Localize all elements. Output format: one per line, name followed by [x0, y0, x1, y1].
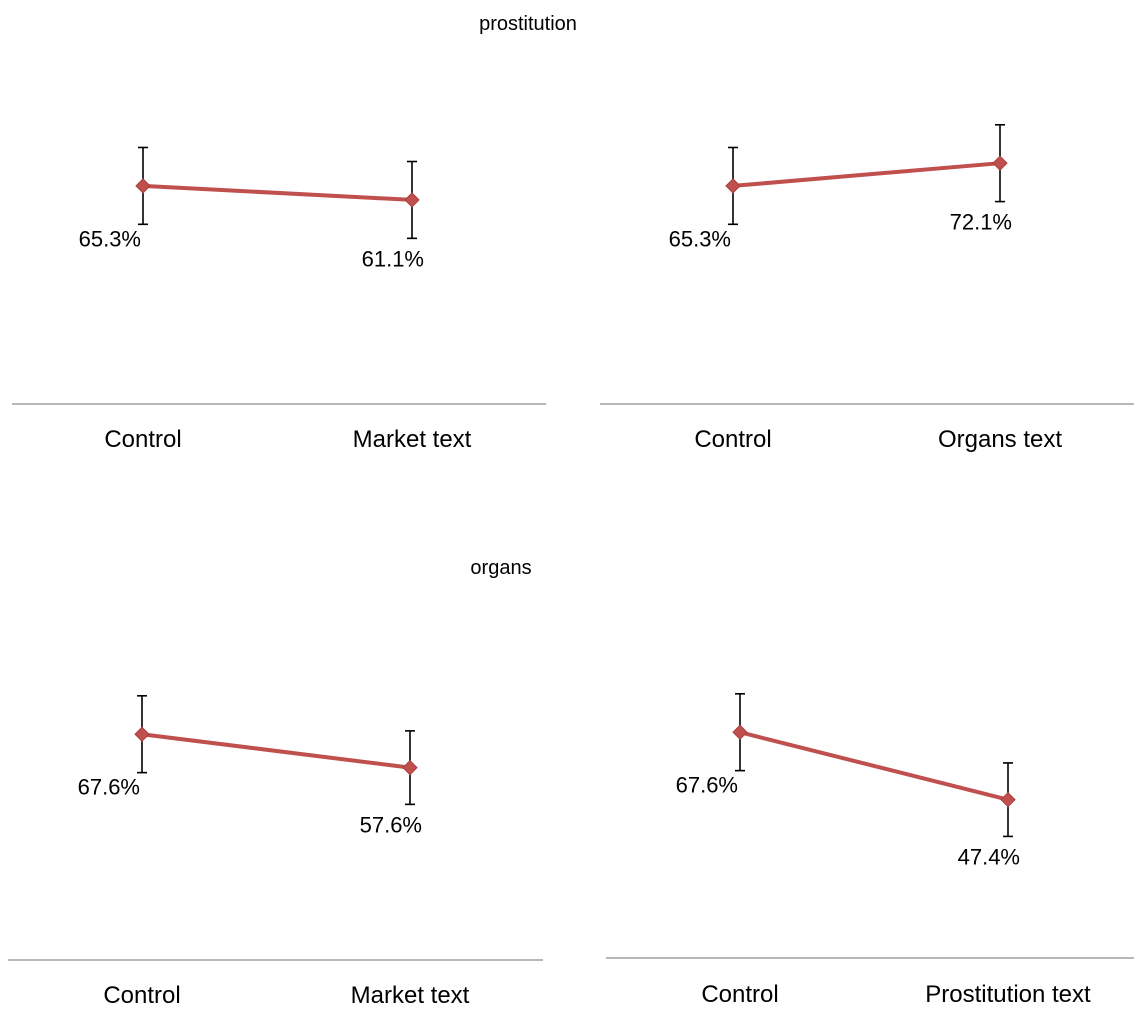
- section-title-prostitution: prostitution: [479, 13, 577, 35]
- x-tick-label: Control: [694, 426, 771, 453]
- data-label: 67.6%: [676, 773, 738, 798]
- x-tick-label: Market text: [351, 982, 470, 1009]
- chart-panel-4: Control Prostitution text 67.6% 47.4%: [606, 693, 1134, 1008]
- data-label: 61.1%: [362, 246, 424, 271]
- chart-panel-3: Control Market text 67.6% 57.6%: [8, 695, 543, 1009]
- data-label: 57.6%: [360, 812, 422, 837]
- series-line: [731, 161, 1002, 188]
- data-point-marker: [725, 178, 741, 194]
- x-tick-label: Control: [104, 426, 181, 453]
- data-label: 65.3%: [79, 226, 141, 251]
- x-tick-label: Control: [103, 982, 180, 1009]
- data-point-marker: [402, 759, 418, 776]
- x-tick-label: Market text: [353, 426, 472, 453]
- series-line: [141, 183, 414, 202]
- data-point-marker: [404, 192, 420, 208]
- data-point-marker: [992, 155, 1008, 171]
- data-point-marker: [135, 178, 151, 194]
- data-point-marker: [732, 724, 748, 740]
- data-label: 72.1%: [950, 210, 1012, 235]
- data-point-marker: [1000, 791, 1016, 808]
- series-line: [738, 730, 1010, 802]
- data-label: 65.3%: [669, 226, 731, 251]
- section-title-organs: organs: [470, 557, 531, 579]
- data-label: 47.4%: [958, 844, 1020, 869]
- data-point-marker: [134, 726, 150, 742]
- x-tick-label: Prostitution text: [925, 981, 1091, 1008]
- series-line: [140, 732, 412, 770]
- chart-panel-1: Control Market text 65.3% 61.1%: [12, 146, 546, 453]
- x-tick-label: Organs text: [938, 426, 1062, 453]
- chart-panel-2: Control Organs text 65.3% 72.1%: [600, 123, 1134, 453]
- x-tick-label: Control: [701, 981, 778, 1008]
- chart-panels: Control Market text 65.3% 61.1% Control Organ…: [8, 123, 1134, 1009]
- data-label: 67.6%: [78, 775, 140, 800]
